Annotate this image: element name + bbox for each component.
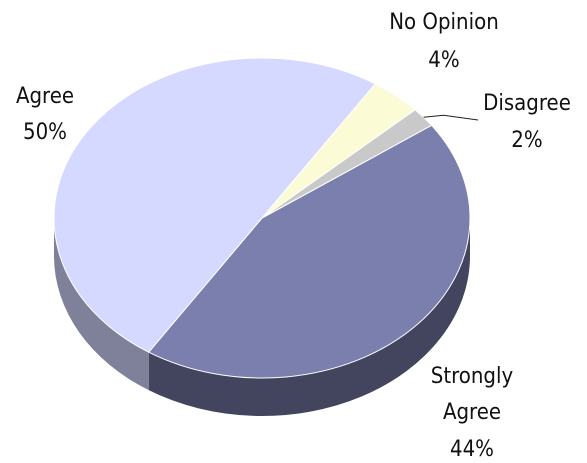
value-no-opinion: 4% (428, 48, 459, 73)
label-agree: Agree (16, 84, 74, 109)
label-leaders (423, 114, 479, 121)
side-strongly-agree (148, 218, 470, 417)
label-disagree: Disagree (483, 91, 571, 116)
value-strongly-agree: 44% (450, 437, 494, 459)
pie-sides (54, 218, 470, 417)
label-strongly-agree-2: Agree (443, 400, 501, 425)
value-agree: 50% (23, 120, 67, 145)
slice-agree (53, 57, 377, 353)
leader-disagree (423, 114, 479, 121)
label-strongly-agree-1: Strongly (431, 364, 514, 389)
slice-strongly-agree (147, 124, 471, 379)
value-disagree: 2% (511, 128, 542, 153)
label-no-opinion: No Opinion (389, 10, 499, 35)
pie-tops (53, 57, 471, 379)
side-agree-left (54, 218, 149, 391)
